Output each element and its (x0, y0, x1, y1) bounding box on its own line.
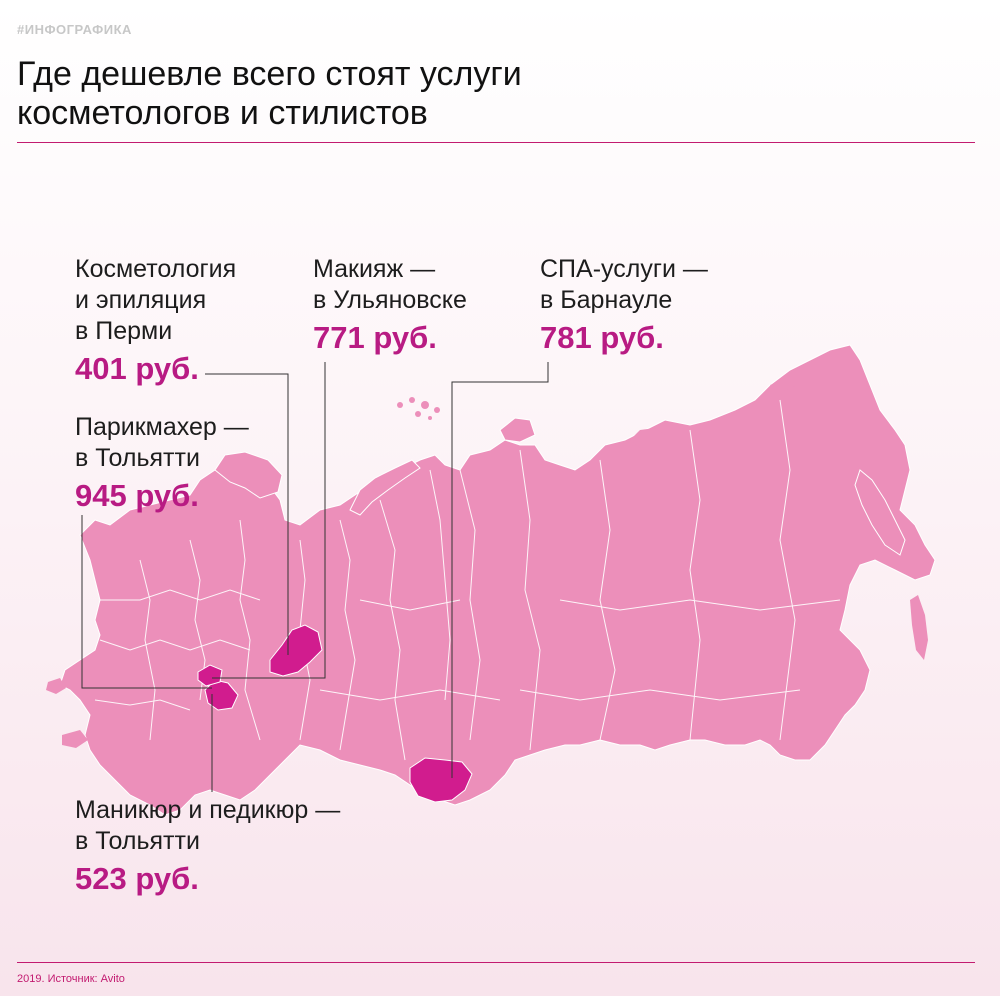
callout-perm-line2: и эпиляция (75, 286, 207, 314)
callout-ulyanovsk-line1: Макияж — (313, 255, 436, 283)
region-borders (94, 399, 841, 761)
kamchatka (854, 469, 906, 556)
callout-manicure-line1: Маникюр и педикюр — (75, 796, 341, 824)
leader-perm (205, 373, 289, 655)
ulyanovsk-region-highlight (197, 664, 223, 687)
leader-hairdresser (81, 515, 212, 689)
source-footer: 2019. Источник: Avito (17, 973, 125, 985)
callout-hairdresser-line1: Парикмахер — (75, 413, 249, 441)
new-siberian-islands (630, 428, 665, 448)
callout-ulyanovsk-line2: в Ульяновске (313, 286, 467, 314)
callout-hairdresser: Парикмахер — в Тольятти 945 руб. (75, 412, 249, 516)
callout-manicure-line2: в Тольятти (75, 827, 200, 855)
franz-josef-land (397, 397, 440, 420)
callout-perm-line3: в Перми (75, 317, 173, 345)
russia-mainland (59, 344, 936, 816)
callout-hairdresser-line2: в Тольятти (75, 444, 200, 472)
kola-peninsula (214, 451, 283, 499)
callout-ulyanovsk: Макияж — в Ульяновске 771 руб. (313, 254, 467, 358)
page-title: Где дешевле всего стоят услуги косметоло… (17, 55, 917, 133)
infographic-tag: #ИНФОГРАФИКА (17, 22, 132, 37)
callout-barnaul-price: 781 руб. (540, 320, 664, 355)
perm-region-highlight (269, 624, 323, 677)
severnaya-zemlya (499, 417, 536, 443)
title-line-2: косметологов и стилистов (17, 94, 428, 132)
sakhalin (910, 595, 928, 660)
callout-manicure-price: 523 руб. (75, 861, 199, 896)
callout-manicure: Маникюр и педикюр — в Тольятти 523 руб. (75, 795, 340, 899)
wrangel-island (770, 380, 795, 392)
callout-perm: Косметология и эпиляция в Перми 401 руб. (75, 254, 236, 389)
leader-barnaul (451, 362, 549, 778)
callout-ulyanovsk-price: 771 руб. (313, 320, 437, 355)
altai-krai-highlight (409, 757, 473, 803)
novaya-zemlya (349, 459, 421, 516)
title-line-1: Где дешевле всего стоят услуги (17, 55, 522, 93)
callout-barnaul: СПА-услуги — в Барнауле 781 руб. (540, 254, 708, 358)
leader-lines (81, 362, 549, 792)
crimea (62, 730, 88, 748)
kaliningrad (46, 678, 66, 694)
callout-barnaul-line2: в Барнауле (540, 286, 673, 314)
callout-perm-price: 401 руб. (75, 351, 199, 386)
callout-hairdresser-price: 945 руб. (75, 478, 199, 513)
top-divider (17, 142, 975, 143)
callout-perm-line1: Косметология (75, 255, 237, 283)
callout-barnaul-line1: СПА-услуги — (540, 255, 708, 283)
leader-ulyanovsk (212, 362, 326, 679)
bottom-divider (17, 962, 975, 963)
